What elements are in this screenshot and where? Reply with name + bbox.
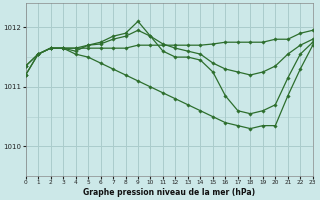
X-axis label: Graphe pression niveau de la mer (hPa): Graphe pression niveau de la mer (hPa) [83, 188, 255, 197]
